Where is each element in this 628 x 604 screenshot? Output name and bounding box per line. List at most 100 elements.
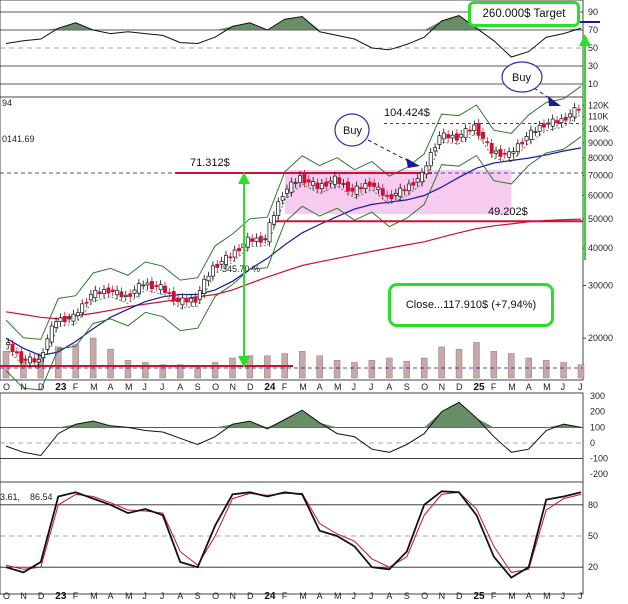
momentum-panel: -200 -100 0 100 200 300 <box>0 391 608 479</box>
candle-body <box>102 289 106 295</box>
x-tick-label: 23 <box>55 591 67 602</box>
candle-body <box>210 265 215 277</box>
stoch-signal-line <box>5 491 582 573</box>
rsi-tick-label: 70 <box>588 25 598 35</box>
x-tick-label: D <box>247 591 254 601</box>
candle-body <box>28 356 32 364</box>
rsi-tick-label: 50 <box>588 43 598 53</box>
x-tick-label: M <box>543 382 551 392</box>
candle-body <box>568 113 573 118</box>
stoch-tick-label: 50 <box>588 531 598 541</box>
candle-body <box>332 175 337 185</box>
gain-arrow-head-up <box>238 172 250 184</box>
momentum-tick-label: 0 <box>590 438 595 448</box>
x-tick-label: F <box>282 591 288 601</box>
x-tick-label: 25 <box>473 382 485 393</box>
volume-bar <box>177 364 184 379</box>
x-tick-label: O <box>212 591 219 601</box>
x-tick-label: M <box>508 382 516 392</box>
volume-bar <box>211 362 219 379</box>
volume-bar <box>107 348 114 379</box>
x-tick-label: N <box>230 382 237 392</box>
candle-body <box>515 143 520 152</box>
candle-body <box>467 129 472 132</box>
rsi-overbought-fill <box>6 15 581 30</box>
buy-arrow-1 <box>367 139 411 163</box>
volume-bar <box>490 351 498 379</box>
x-tick-label: J <box>142 382 147 392</box>
candle-body <box>502 152 507 155</box>
x-tick-label: N <box>20 382 27 392</box>
rsi-line <box>5 15 582 58</box>
candle-body <box>180 297 185 306</box>
candle-body <box>411 182 416 186</box>
candle-body <box>49 325 54 343</box>
candle-body <box>75 312 80 317</box>
candle-body <box>254 237 259 242</box>
x-tick-label: M <box>125 382 133 392</box>
candle-body <box>10 343 15 353</box>
x-tick-label: M <box>90 382 98 392</box>
stoch-main-line <box>5 490 582 579</box>
candle-body <box>197 290 202 300</box>
x-tick-label: A <box>108 382 114 392</box>
price-tick-label: 30000 <box>588 281 613 291</box>
price-tick-label: 40000 <box>588 243 613 253</box>
volume-bar <box>455 348 463 379</box>
candle-body <box>145 282 150 286</box>
price-tick-label: 20000 <box>588 333 613 343</box>
candle-body <box>23 358 28 361</box>
candle-body <box>563 116 568 121</box>
volume-bar <box>124 360 132 379</box>
target-callout: 260.000$ Target <box>468 1 580 27</box>
candle-body <box>19 351 24 363</box>
x-tick-label: D <box>456 382 463 392</box>
candle-body <box>507 151 512 158</box>
candle-body <box>171 291 176 302</box>
stoch-tick-label: 20 <box>588 562 598 572</box>
candle-body <box>454 133 459 141</box>
candle-body <box>376 186 381 191</box>
candle-body <box>450 134 455 139</box>
x-axis-labels: O N D 23 F M A M J J A S O N D 24 F M A M J J A S O N D 25 F M A M J JO N D… <box>3 382 583 602</box>
candle-body <box>184 299 189 303</box>
buy-label-2: Buy <box>512 72 531 84</box>
candle-body <box>298 175 302 184</box>
x-tick-label: D <box>38 382 45 392</box>
price-tick-label: 50000 <box>588 214 613 224</box>
x-tick-label: A <box>177 591 183 601</box>
x-tick-label: 23 <box>55 382 67 393</box>
candle-body <box>158 284 163 291</box>
candle-body <box>524 136 529 142</box>
x-tick-label: O <box>212 382 219 392</box>
volume-bar <box>299 351 306 379</box>
candle-body <box>446 134 451 139</box>
candle-body <box>232 249 237 258</box>
price-tick-label: 110K <box>588 112 608 122</box>
candle-body <box>280 196 285 201</box>
x-tick-label: J <box>160 382 165 392</box>
candle-body <box>393 192 398 196</box>
x-tick-label: M <box>508 591 516 601</box>
x-tick-label: D <box>38 591 45 601</box>
candle-body <box>420 171 424 183</box>
x-tick-label: 24 <box>264 382 276 393</box>
rsi-tick-label: 30 <box>588 61 598 71</box>
candle-body <box>215 263 220 268</box>
candle-body <box>206 275 211 282</box>
candle-body <box>88 294 93 301</box>
x-tick-label: M <box>299 382 307 392</box>
mid-moving-average <box>5 147 582 357</box>
panel-frame-2 <box>0 392 584 483</box>
volume-bar <box>55 346 62 379</box>
x-tick-label: J <box>351 591 356 601</box>
x-tick-label: S <box>404 591 410 601</box>
candle-body <box>119 291 124 297</box>
candle-body <box>542 123 546 128</box>
x-tick-label: 24 <box>264 591 276 602</box>
x-tick-label: F <box>491 591 497 601</box>
buy-arrow-head-2 <box>548 96 561 106</box>
candle-body <box>363 183 368 189</box>
candle-body <box>472 124 477 131</box>
